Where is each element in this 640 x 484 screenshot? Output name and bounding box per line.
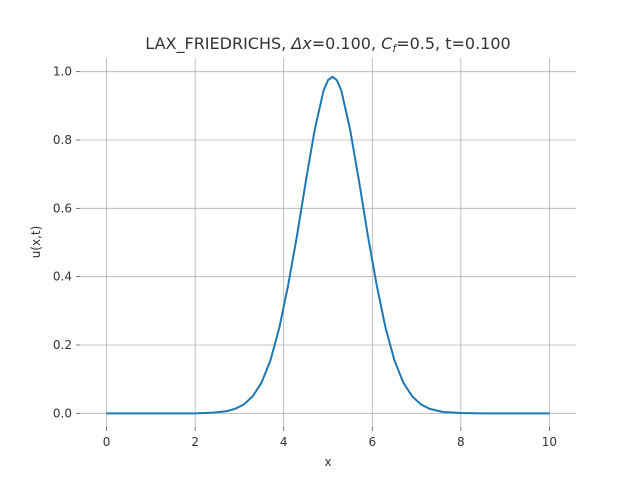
series-line — [106, 75, 550, 415]
y-tick-label: 0.2 — [53, 338, 72, 352]
x-axis-label: x — [324, 455, 331, 469]
x-tick-label: 6 — [368, 435, 376, 449]
y-axis-label: u(x,t) — [29, 226, 43, 259]
y-tick-label: 0.8 — [53, 133, 72, 147]
chart-title: LAX_FRIEDRICHS, Δx=0.100, Cf=0.5, t=0.10… — [145, 34, 510, 55]
grid — [80, 58, 576, 427]
tick-labels: 0 2 4 6 8 10 0.0 0.2 0.4 0.6 0.8 1.0 — [53, 65, 557, 449]
y-tick-label: 0.0 — [53, 406, 72, 420]
x-tick-label: 10 — [542, 435, 557, 449]
series-layer — [106, 75, 550, 415]
y-tick-label: 1.0 — [53, 65, 72, 79]
x-tick-label: 8 — [457, 435, 465, 449]
x-tick-label: 0 — [103, 435, 111, 449]
ticks — [76, 71, 550, 431]
x-tick-label: 4 — [280, 435, 288, 449]
y-tick-label: 0.4 — [53, 270, 72, 284]
y-tick-label: 0.6 — [53, 201, 72, 215]
x-tick-label: 2 — [191, 435, 199, 449]
